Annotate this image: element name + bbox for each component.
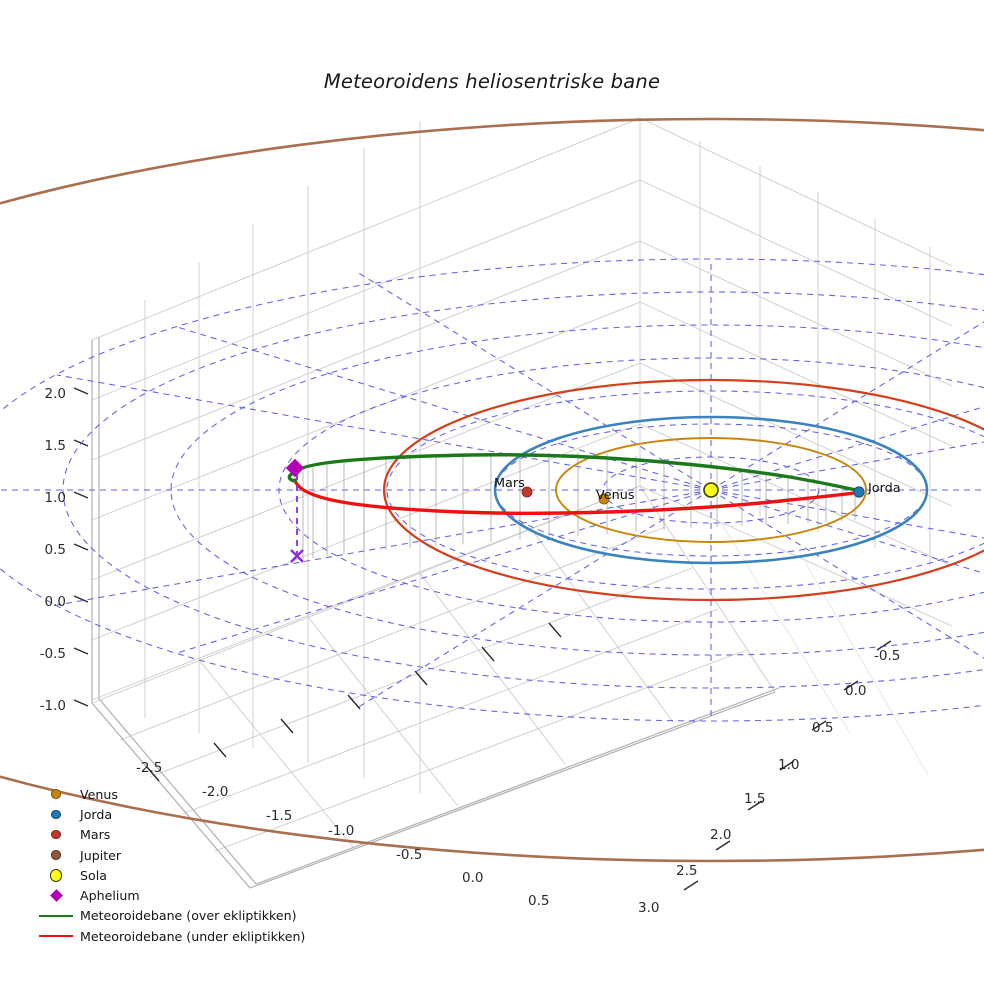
y-tick-label-0: -0.5 <box>874 648 901 664</box>
legend-item-jupiter[interactable]: Jupiter <box>36 845 326 865</box>
mars-dot-icon <box>36 829 76 840</box>
x-tick-label-5: 0.0 <box>462 870 484 886</box>
venus-dot-icon <box>36 789 76 799</box>
legend-item-aphelium[interactable]: Aphelium <box>36 885 326 905</box>
aphelium-group <box>285 458 305 563</box>
label-venus: Venus <box>596 488 635 503</box>
x-tick-label-2: -1.5 <box>266 808 293 824</box>
z-tick-label-3: 0.5 <box>44 542 66 558</box>
sola-marker <box>703 482 719 498</box>
legend-label-venus: Venus <box>80 786 118 802</box>
legend-label-jorda: Jorda <box>80 806 113 822</box>
legend-label-mars: Mars <box>80 827 111 843</box>
x-tick-label-1: -2.0 <box>202 784 229 800</box>
legend-item-sola[interactable]: Sola <box>36 865 326 885</box>
jupiter-orbit <box>0 117 984 863</box>
z-tick-label-6: -1.0 <box>39 698 66 714</box>
venus-marker <box>598 493 610 505</box>
red-line-icon <box>36 935 76 938</box>
legend-item-orbit-over[interactable]: Meteoroidebane (over ekliptikken) <box>36 906 326 926</box>
z-tick-label-4: 0.0 <box>44 594 66 610</box>
y-tick-label-1: 0.0 <box>845 683 867 699</box>
page-title: Meteoroidens heliosentriske bane <box>323 70 661 93</box>
axis-ticks <box>73 387 892 891</box>
y-tick-label-4: 1.5 <box>744 791 766 807</box>
legend-label-aphelium: Aphelium <box>80 888 140 904</box>
x-tick-label-3: -1.0 <box>328 823 355 839</box>
jorda-orbit <box>493 415 929 565</box>
x-tick-label-4: -0.5 <box>396 847 423 863</box>
jorda-marker <box>853 486 865 498</box>
legend-item-mars[interactable]: Mars <box>36 825 326 845</box>
z-tick-label-2: 1.0 <box>44 490 66 506</box>
mars-orbit <box>382 378 984 602</box>
sola-dot-icon <box>36 869 76 882</box>
jorda-dot-icon <box>36 809 76 820</box>
venus-orbit <box>555 437 867 543</box>
legend-label-sola: Sola <box>80 867 107 883</box>
legend: Venus Jorda Mars Jupiter Sola Aphelium M… <box>36 784 326 946</box>
meteoroid-orbit-under <box>293 478 863 515</box>
z-tick-label-1: 1.5 <box>44 438 66 454</box>
legend-item-orbit-under[interactable]: Meteoroidebane (under ekliptikken) <box>36 926 326 946</box>
pane-grid <box>91 117 953 889</box>
z-tick-label-5: -0.5 <box>39 646 66 662</box>
z-tick-label-0: 2.0 <box>44 386 66 402</box>
jupiter-dot-icon <box>36 850 76 860</box>
legend-label-orbit-under: Meteoroidebane (under ekliptikken) <box>80 928 306 944</box>
legend-label-orbit-over: Meteoroidebane (over ekliptikken) <box>80 908 297 924</box>
green-line-icon <box>36 914 76 917</box>
label-mars: Mars <box>494 476 525 491</box>
y-tick-label-2: 0.5 <box>812 720 834 736</box>
x-tick-label-0: -2.5 <box>136 760 163 776</box>
y-tick-label-5: 2.0 <box>710 827 732 843</box>
y-tick-label-7: 3.0 <box>638 900 660 916</box>
aphelium-marker <box>285 458 305 478</box>
mars-marker <box>521 486 533 498</box>
label-jorda: Jorda <box>868 481 901 496</box>
legend-item-venus[interactable]: Venus <box>36 784 326 804</box>
x-tick-label-6: 0.5 <box>528 893 550 909</box>
legend-label-jupiter: Jupiter <box>80 847 122 863</box>
ecliptic-polar-grid <box>0 258 984 722</box>
y-tick-label-3: 1.0 <box>778 757 800 773</box>
y-tick-label-6: 2.5 <box>676 863 698 879</box>
aphelium-diamond-icon <box>36 889 76 902</box>
legend-item-jorda[interactable]: Jorda <box>36 804 326 824</box>
